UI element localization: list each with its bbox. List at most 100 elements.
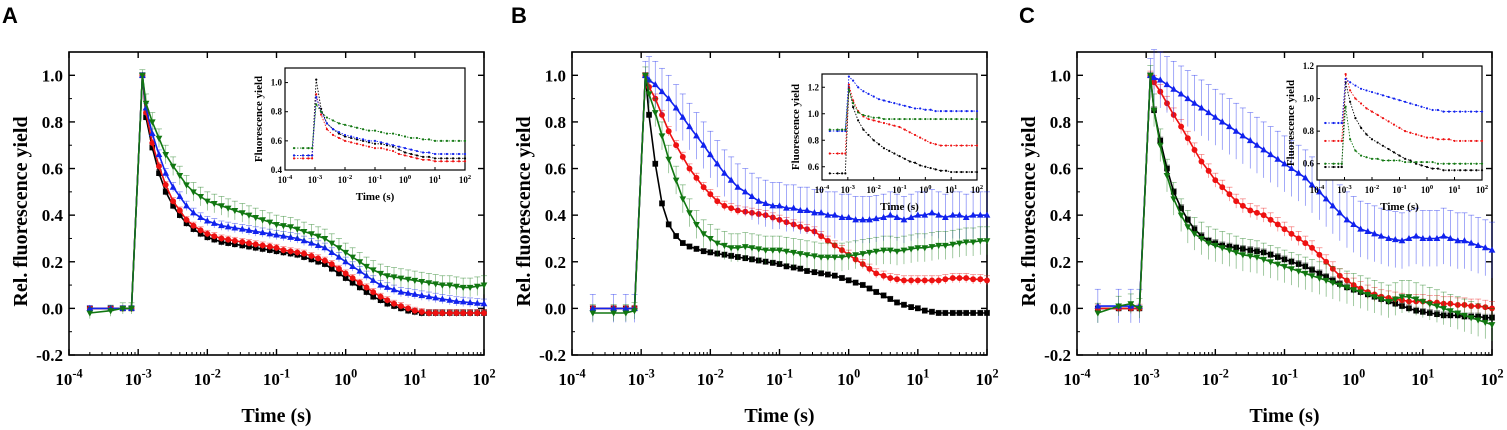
data-point (1433, 234, 1441, 241)
data-point (1267, 150, 1274, 158)
inset-data-point (433, 157, 437, 160)
data-point (831, 254, 839, 261)
data-point (984, 310, 990, 316)
inset-data-point (1359, 87, 1363, 90)
inset-data-point (872, 139, 875, 142)
data-point (336, 265, 342, 272)
inset-data-point (888, 117, 891, 121)
data-point (438, 295, 446, 302)
data-point (397, 288, 405, 295)
y-tick-label: 0.0 (1050, 299, 1071, 318)
data-point (1391, 296, 1399, 303)
data-point (273, 248, 280, 255)
x-tick-label: 101 (906, 366, 929, 389)
inset-data-point (1324, 165, 1327, 169)
inset-data-point (1398, 99, 1401, 102)
inset-data-point (893, 152, 896, 155)
inset-data-point (898, 125, 901, 129)
data-point (148, 129, 156, 137)
data-point (1239, 252, 1247, 259)
data-point (418, 279, 426, 286)
data-point (1412, 232, 1420, 239)
inset-data-point (919, 136, 922, 139)
inset-data-point (852, 106, 855, 109)
inset-data-point (944, 117, 948, 121)
data-point (425, 280, 433, 287)
data-point (728, 205, 735, 212)
data-point (411, 307, 418, 314)
data-point (713, 160, 721, 167)
inset-x-tick-label: 10-2 (338, 174, 352, 185)
inset-data-point (929, 108, 932, 111)
inset-data-point (410, 136, 413, 140)
data-point (1239, 202, 1246, 209)
inset-data-point (1414, 162, 1418, 165)
data-point (651, 110, 659, 117)
data-point (425, 293, 433, 300)
data-point (1302, 240, 1309, 247)
inset-y-tick-label: 1.0 (271, 78, 283, 88)
data-point (1211, 242, 1219, 250)
inset-data-point (463, 157, 467, 160)
data-point (1233, 198, 1240, 205)
inset-y-tick-label: 0.6 (1303, 159, 1315, 169)
data-point (1385, 298, 1392, 306)
data-point (803, 206, 811, 214)
inset-data-point (1442, 110, 1445, 113)
data-point (1247, 207, 1254, 214)
inset-data-point (893, 124, 896, 127)
inset-data-point (1425, 107, 1429, 110)
data-point (672, 104, 680, 111)
y-tick-label: 0.0 (42, 299, 63, 318)
data-point (273, 244, 280, 251)
data-point (119, 305, 127, 313)
y-tick-label: 0.6 (1050, 160, 1071, 179)
data-point (1177, 212, 1185, 219)
data-point (838, 254, 846, 261)
data-point (1288, 266, 1295, 273)
data-point (176, 173, 184, 180)
inset-data-point (944, 144, 948, 147)
inset-data-point (1436, 138, 1440, 141)
inset-data-point (445, 139, 449, 142)
x-tick-label: 100 (837, 366, 860, 389)
inset-data-point (385, 148, 389, 151)
inset-data-point (841, 152, 844, 155)
data-point (474, 310, 481, 316)
inset-data-point (955, 144, 958, 147)
data-point (321, 257, 328, 264)
inset-data-point (1480, 110, 1484, 113)
data-point (873, 270, 880, 277)
inset-data-point (1381, 117, 1385, 120)
data-point (1377, 296, 1385, 303)
inset-data-point (380, 147, 383, 150)
inset-data-point (1409, 159, 1412, 162)
data-point (679, 113, 687, 120)
data-point (1385, 234, 1392, 241)
inset-data-point (1464, 169, 1467, 172)
inset-x-tick-label: 10-1 (1392, 184, 1406, 195)
data-point (935, 211, 943, 218)
data-point (218, 222, 225, 229)
inset-data-point (397, 133, 401, 137)
data-point (1295, 169, 1302, 176)
inset-data-point (310, 154, 314, 157)
y-tick-label: -0.2 (539, 346, 566, 365)
inset-data-point (403, 154, 407, 157)
inset-data-point (970, 110, 973, 113)
inset-data-point (903, 157, 906, 160)
data-point (769, 202, 777, 209)
data-point (901, 277, 907, 284)
inset-data-point (355, 136, 359, 140)
x-tick-label: 102 (472, 366, 495, 389)
inset-data-point (960, 110, 963, 113)
data-point (218, 203, 225, 210)
data-point (418, 291, 426, 299)
x-axis-title: Time (s) (1249, 405, 1319, 427)
data-point (949, 275, 956, 282)
data-point (1343, 216, 1351, 223)
data-point (169, 163, 177, 170)
data-point (1170, 85, 1178, 92)
inset-x-tick-label: 10-3 (841, 184, 856, 195)
inset-data-point (433, 160, 437, 163)
